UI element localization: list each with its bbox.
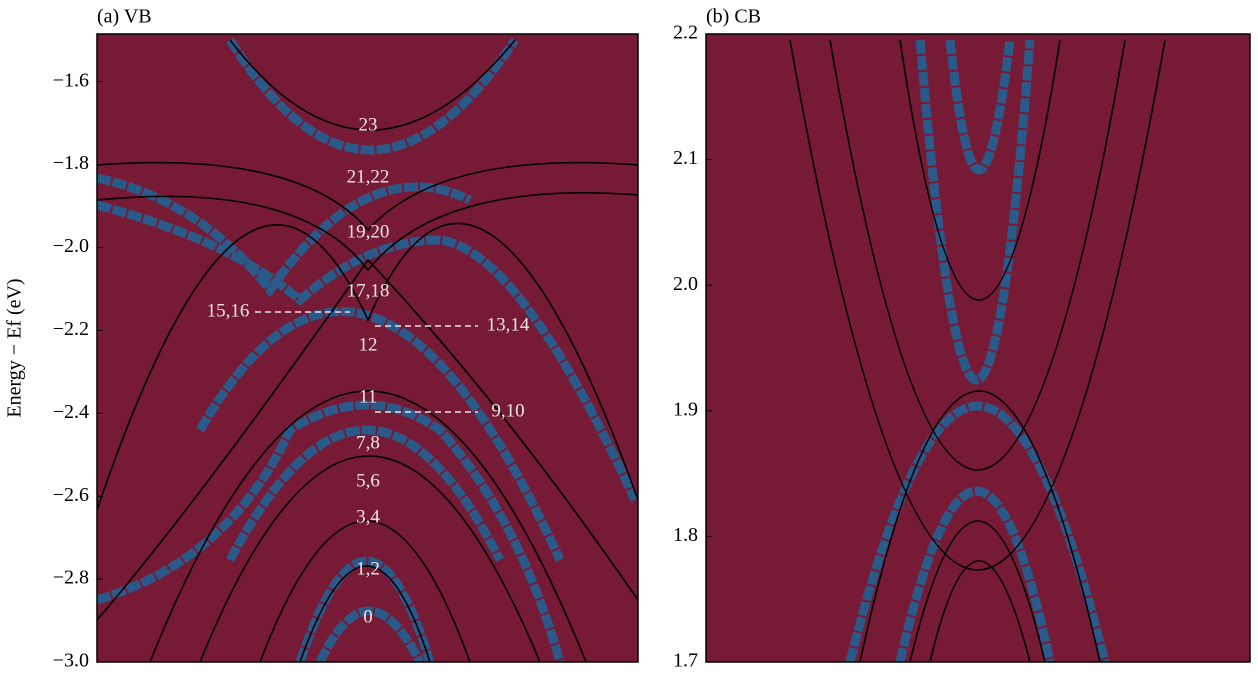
y-tick-label: −1.8 <box>53 152 89 174</box>
y-tick-label: −3.0 <box>53 650 89 672</box>
band-label: 3,4 <box>356 506 380 527</box>
panel-b-frame <box>705 33 1251 663</box>
y-tick-label: −2.8 <box>53 567 89 589</box>
panel-a-title: (a) VB <box>97 6 152 28</box>
y-tick-label: 2.2 <box>673 22 698 44</box>
panel-a-frame <box>96 33 639 663</box>
band-label: 17,18 <box>347 280 390 301</box>
y-tick-label: 2.0 <box>673 273 698 295</box>
panel-a-bands <box>97 37 638 662</box>
y-tick-label: −1.6 <box>53 69 89 91</box>
band-label: 9,10 <box>491 400 524 421</box>
band-label: 15,16 <box>207 300 250 321</box>
y-tick-label: 1.8 <box>673 524 698 546</box>
y-tick-label: 2.1 <box>673 147 698 169</box>
y-tick-label: −2.0 <box>53 235 89 257</box>
band-label: 7,8 <box>356 432 380 453</box>
band-label: 23 <box>359 114 378 135</box>
y-tick-label: −2.6 <box>53 484 89 506</box>
band-label: 1,2 <box>356 558 380 579</box>
y-tick-label: 1.9 <box>673 398 698 420</box>
panel-b-bands <box>789 39 1166 662</box>
y-tick-label: −2.2 <box>53 318 89 340</box>
y-tick-label: −2.4 <box>53 401 89 423</box>
panel-b-background <box>706 34 1250 662</box>
y-axis-label: Energy − Ef (eV) <box>4 278 26 417</box>
band-label: 21,22 <box>347 166 390 187</box>
y-tick-label: 1.7 <box>673 650 698 672</box>
band-label: 13,14 <box>487 314 530 335</box>
band-label: 19,20 <box>347 221 390 242</box>
band-label: 0 <box>363 606 373 627</box>
band-label: 12 <box>359 334 378 355</box>
panel-b-title: (b) CB <box>706 6 761 28</box>
band-label: 5,6 <box>356 470 380 491</box>
band-label: 11 <box>359 386 377 407</box>
